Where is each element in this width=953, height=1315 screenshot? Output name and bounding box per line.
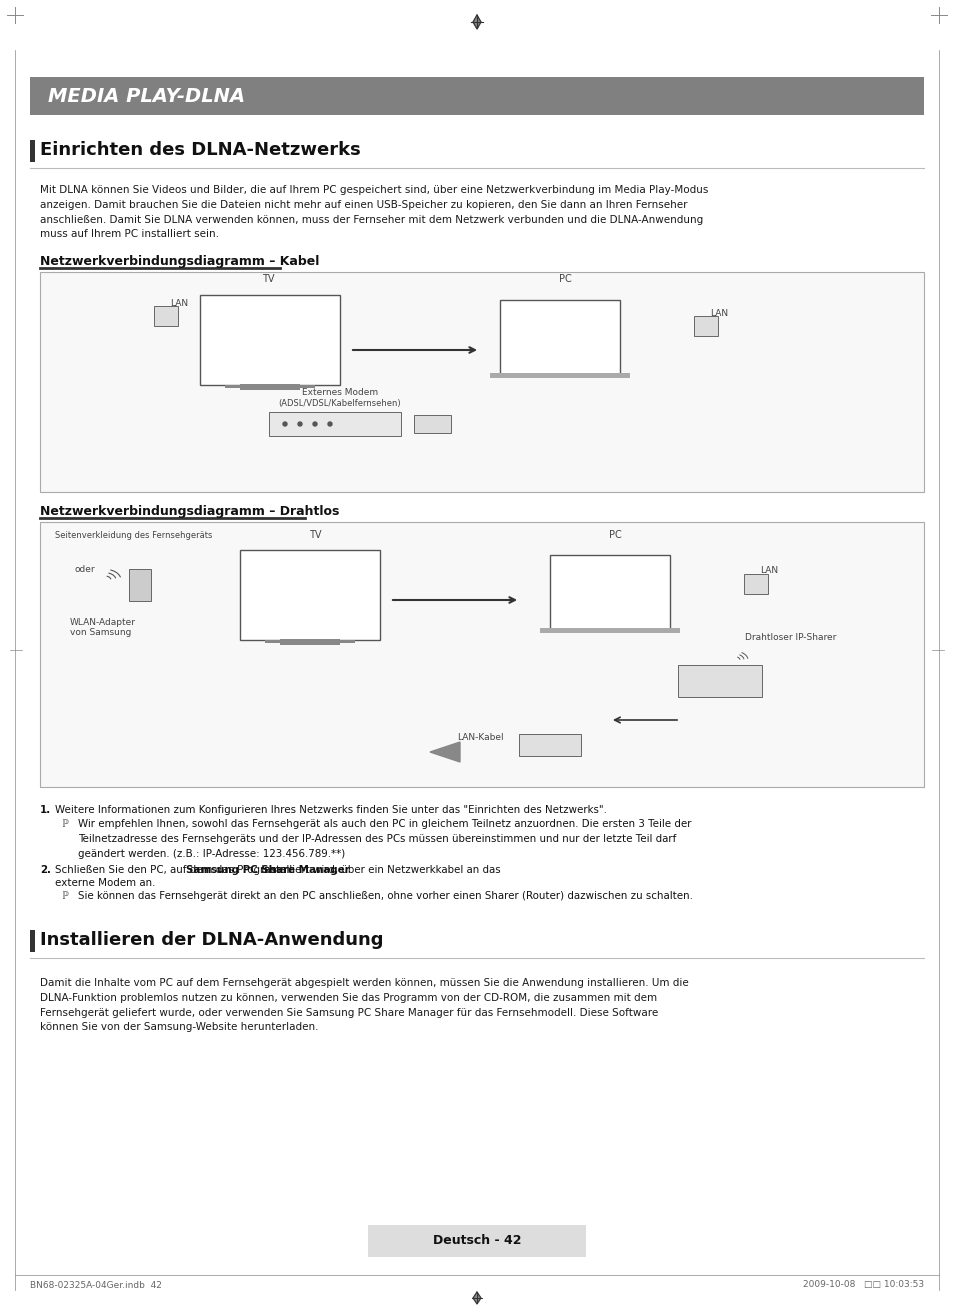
Text: installiert wird, über ein Netzwerkkabel an das: installiert wird, über ein Netzwerkkabel… xyxy=(258,865,500,874)
FancyBboxPatch shape xyxy=(240,550,379,640)
Bar xyxy=(490,373,629,377)
Polygon shape xyxy=(473,1293,480,1304)
Text: Externes Modem: Externes Modem xyxy=(301,388,377,397)
Bar xyxy=(265,640,355,643)
Bar xyxy=(30,930,35,952)
Text: Damit die Inhalte vom PC auf dem Fernsehgerät abgespielt werden können, müssen S: Damit die Inhalte vom PC auf dem Fernseh… xyxy=(40,978,688,1032)
Circle shape xyxy=(297,422,302,426)
Bar xyxy=(30,139,35,162)
Circle shape xyxy=(328,422,332,426)
Text: LAN: LAN xyxy=(709,309,727,318)
Text: Deutsch - 42: Deutsch - 42 xyxy=(433,1235,520,1248)
FancyBboxPatch shape xyxy=(153,306,178,326)
Text: BN68-02325A-04Ger.indb  42: BN68-02325A-04Ger.indb 42 xyxy=(30,1281,162,1290)
FancyBboxPatch shape xyxy=(269,412,400,437)
Text: PC: PC xyxy=(608,530,620,540)
Text: LAN-Kabel: LAN-Kabel xyxy=(456,732,503,742)
Text: LAN: LAN xyxy=(170,299,188,308)
Bar xyxy=(280,639,339,644)
Text: TV: TV xyxy=(309,530,321,540)
Text: 2009-10-08   □□ 10:03:53: 2009-10-08 □□ 10:03:53 xyxy=(802,1281,923,1290)
FancyBboxPatch shape xyxy=(200,295,339,385)
Text: Schließen Sie den PC, auf dem das Programm: Schließen Sie den PC, auf dem das Progra… xyxy=(55,865,294,874)
FancyBboxPatch shape xyxy=(678,665,761,697)
Text: 1.: 1. xyxy=(40,805,51,815)
FancyBboxPatch shape xyxy=(518,734,580,756)
Text: Samsung PC Share Manager: Samsung PC Share Manager xyxy=(186,865,349,874)
FancyBboxPatch shape xyxy=(499,300,619,375)
Text: Seitenverkleidung des Fernsehgeräts: Seitenverkleidung des Fernsehgeräts xyxy=(55,531,213,540)
Polygon shape xyxy=(473,14,480,29)
Text: PC: PC xyxy=(558,274,571,284)
Text: Weitere Informationen zum Konfigurieren Ihres Netzwerks finden Sie unter das "Ei: Weitere Informationen zum Konfigurieren … xyxy=(55,805,606,815)
Text: ℙ: ℙ xyxy=(62,819,69,828)
Bar xyxy=(40,272,923,492)
FancyBboxPatch shape xyxy=(693,316,718,337)
Text: Einrichten des DLNA-Netzwerks: Einrichten des DLNA-Netzwerks xyxy=(40,141,360,159)
Bar xyxy=(240,384,299,391)
Text: LAN: LAN xyxy=(760,565,778,575)
Bar xyxy=(30,78,923,114)
Bar xyxy=(40,522,923,786)
Text: Netzwerkverbindungsdiagramm – Kabel: Netzwerkverbindungsdiagramm – Kabel xyxy=(40,255,319,268)
Text: (ADSL/VDSL/Kabelfernsehen): (ADSL/VDSL/Kabelfernsehen) xyxy=(278,398,401,408)
Text: ℙ: ℙ xyxy=(62,892,69,901)
Text: Sie können das Fernsehgerät direkt an den PC anschließen, ohne vorher einen Shar: Sie können das Fernsehgerät direkt an de… xyxy=(78,892,692,901)
Circle shape xyxy=(283,422,287,426)
Text: Installieren der DLNA-Anwendung: Installieren der DLNA-Anwendung xyxy=(40,931,383,949)
FancyBboxPatch shape xyxy=(550,555,669,630)
FancyBboxPatch shape xyxy=(368,1226,585,1257)
Text: von Samsung: von Samsung xyxy=(70,629,132,636)
Text: externe Modem an.: externe Modem an. xyxy=(55,878,155,888)
Bar xyxy=(539,629,679,633)
FancyBboxPatch shape xyxy=(743,575,767,594)
Circle shape xyxy=(313,422,316,426)
FancyBboxPatch shape xyxy=(414,416,451,433)
FancyBboxPatch shape xyxy=(129,569,151,601)
Text: oder: oder xyxy=(75,565,95,575)
Text: MEDIA PLAY-DLNA: MEDIA PLAY-DLNA xyxy=(48,87,245,105)
Text: Wir empfehlen Ihnen, sowohl das Fernsehgerät als auch den PC in gleichem Teilnet: Wir empfehlen Ihnen, sowohl das Fernsehg… xyxy=(78,819,691,859)
Text: Netzwerkverbindungsdiagramm – Drahtlos: Netzwerkverbindungsdiagramm – Drahtlos xyxy=(40,505,339,518)
Bar xyxy=(225,385,314,388)
Text: Mit DLNA können Sie Videos und Bilder, die auf Ihrem PC gespeichert sind, über e: Mit DLNA können Sie Videos und Bilder, d… xyxy=(40,185,708,239)
Polygon shape xyxy=(430,742,459,761)
Text: WLAN-Adapter: WLAN-Adapter xyxy=(70,618,136,627)
Text: 2.: 2. xyxy=(40,865,51,874)
Text: Drahtloser IP-Sharer: Drahtloser IP-Sharer xyxy=(744,633,836,642)
Text: TV: TV xyxy=(261,274,274,284)
